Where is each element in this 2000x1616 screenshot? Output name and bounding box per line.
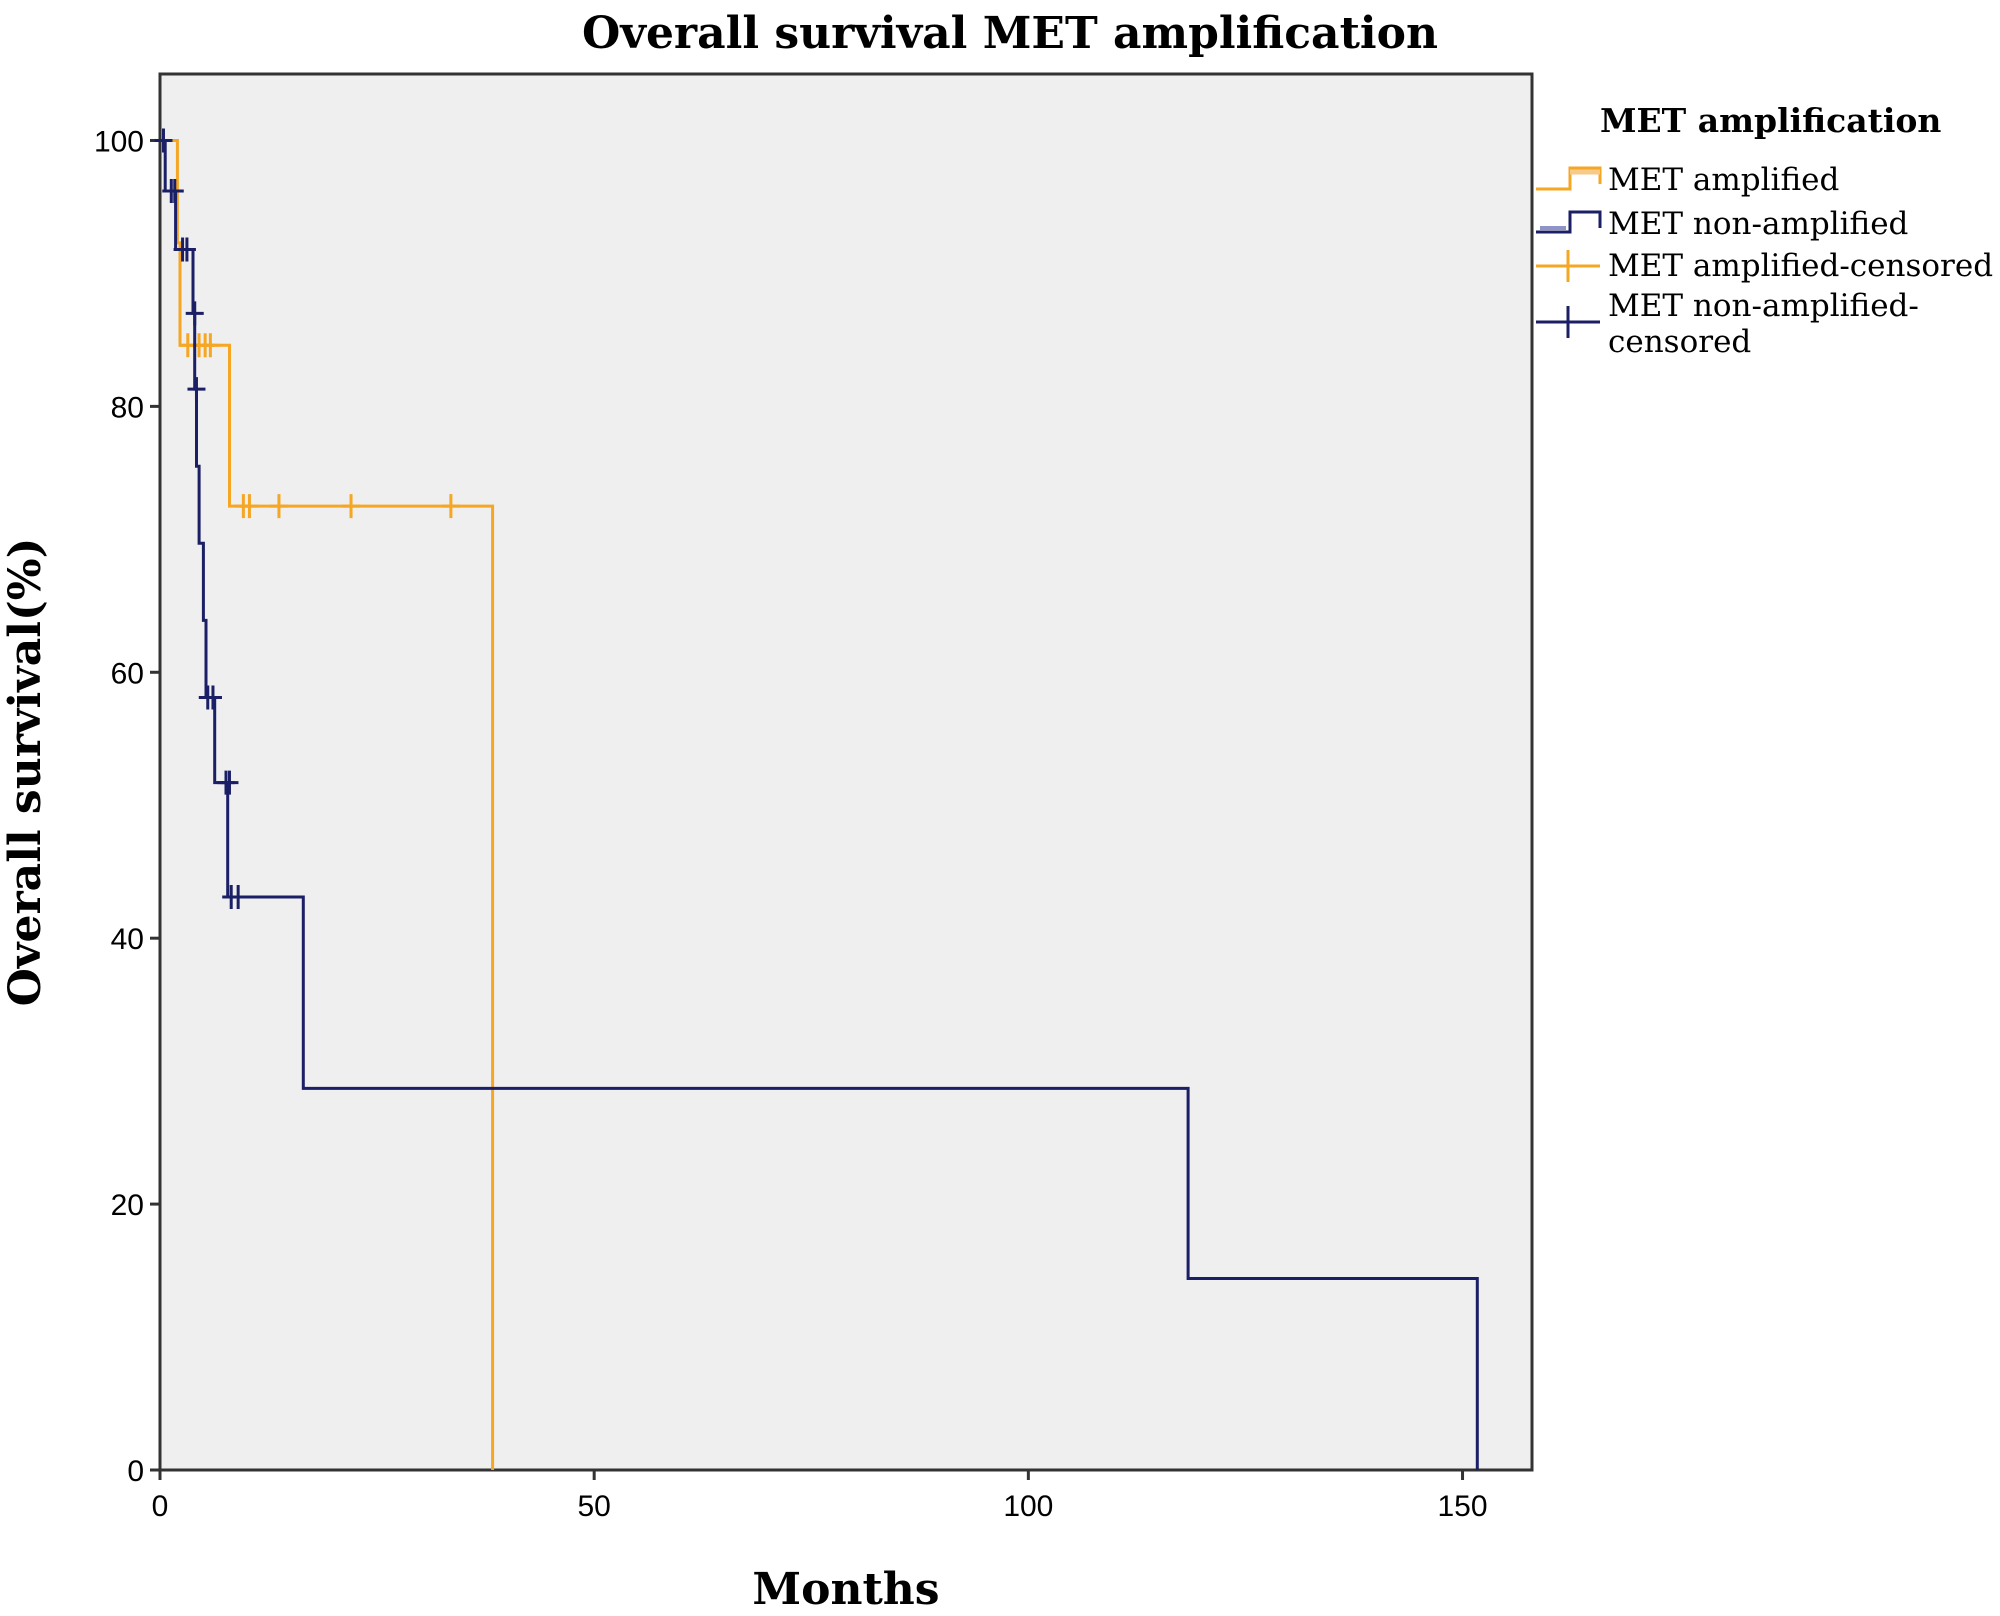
legend-item-met-amplified-censored: MET amplified-censored [1536,248,1993,284]
x-axis-title: Months [752,1564,939,1615]
legend-item-met-amplified: MET amplified [1536,162,1839,198]
censor-mark-met-non-amplified [229,884,248,909]
legend-label-line-1: MET non-amplified- [1608,288,1919,324]
chart-title: Overall survival MET amplification [582,8,1438,59]
x-tick-label: 50 [577,1490,610,1523]
censor-mark-met-non-amplified [165,178,184,203]
series-layer [154,128,1479,1470]
censor-mark-met-non-amplified [187,377,206,402]
censor-mark-met-non-amplified [185,301,204,326]
censor-mark-met-amplified [269,494,288,519]
censor-mark-met-non-amplified [220,770,239,795]
censor-mark-met-amplified [342,494,361,519]
censor-mark-met-non-amplified [203,685,222,710]
y-axis-title: Overall survival(%) [0,538,51,1007]
x-tick-label: 0 [152,1490,169,1523]
legend-label-met-amplified: MET amplified [1608,162,1839,198]
legend-label-met-non-amplified-censored: MET non-amplified- censored [1608,288,1929,360]
x-tick-label: 100 [1003,1490,1053,1523]
legend-item-met-non-amplified: MET non-amplified [1536,206,1908,242]
legend: MET amplification MET amplified MET non-… [1536,101,1993,360]
censor-mark-met-non-amplified [154,128,173,153]
axis-ticks: 0 50 100 150 0 20 40 60 80 100 [94,125,1488,1523]
censor-mark-met-amplified [240,494,259,519]
legend-censor-amplified-swatch [1536,250,1600,282]
legend-label-met-non-amplified: MET non-amplified [1608,206,1908,242]
legend-swatch-non-amplified [1536,210,1602,234]
censor-mark-met-amplified [441,494,460,519]
y-tick-label: 100 [94,125,144,158]
y-tick-label: 80 [111,391,144,424]
legend-label-met-amplified-censored: MET amplified-censored [1608,248,1993,284]
y-tick-label: 40 [111,923,144,956]
plot-area [158,72,1534,1472]
legend-item-met-non-amplified-censored: MET non-amplified- censored [1536,288,1929,360]
y-tick-label: 20 [111,1189,144,1222]
legend-title: MET amplification [1600,101,1941,140]
censor-mark-met-amplified [201,333,220,358]
legend-censor-non-amplified-swatch [1536,306,1600,338]
censor-mark-met-non-amplified [177,237,196,262]
y-tick-label: 0 [127,1455,144,1488]
legend-label-line-2: censored [1608,324,1751,360]
y-tick-label: 60 [111,657,144,690]
x-tick-label: 150 [1438,1490,1488,1523]
